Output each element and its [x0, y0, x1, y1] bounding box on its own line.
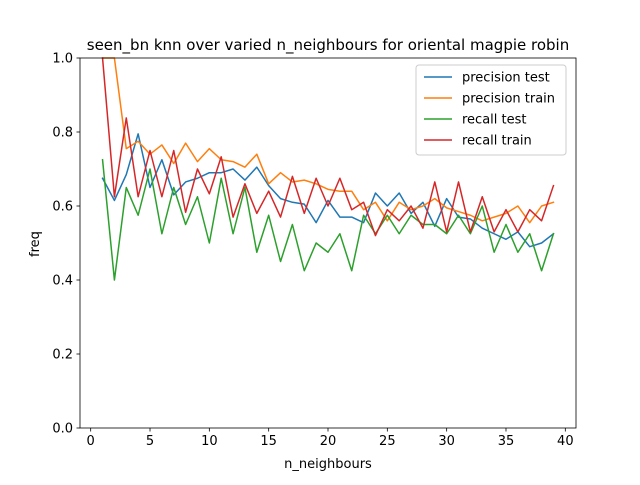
x-tick-label: 10	[201, 434, 218, 449]
legend: precision test precision train recall test…	[415, 64, 567, 156]
x-axis-label: n_neighbours	[284, 457, 372, 472]
y-tick-label: 0.6	[52, 200, 73, 215]
legend-label-precision-test: precision test	[462, 71, 550, 86]
legend-box	[415, 64, 567, 156]
x-tick-label: 25	[379, 434, 396, 449]
legend-label-recall-test: recall test	[462, 113, 527, 128]
x-tick-label: 15	[260, 434, 277, 449]
plot-area: 0 5 10 15 20 25 30 35 40 0.0 0.2 0.4 0.6 0.8 1.0 precis…	[52, 52, 577, 449]
x-tick-label: 20	[320, 434, 337, 449]
series-line-precision-test	[101, 133, 555, 248]
chart-title: seen_bn knn over varied n_neighbours for…	[87, 36, 569, 55]
series-line-recall-test	[101, 158, 555, 281]
y-tick-label: 1.0	[52, 52, 73, 67]
series-line-precision-train	[101, 57, 555, 224]
x-tick-label: 35	[498, 434, 515, 449]
x-tick-label: 30	[438, 434, 455, 449]
x-tick-label: 40	[557, 434, 574, 449]
series-line-recall-train	[101, 57, 555, 237]
legend-label-precision-train: precision train	[462, 92, 555, 107]
y-tick-label: 0.2	[52, 348, 73, 363]
x-tick-label: 5	[146, 434, 154, 449]
y-tick-label: 0.4	[52, 274, 73, 289]
x-tick-label: 0	[87, 434, 95, 449]
legend-label-recall-train: recall train	[462, 134, 532, 149]
y-axis-label: freq	[28, 231, 43, 257]
y-tick-label: 0.8	[52, 126, 73, 141]
y-tick-label: 0.0	[52, 422, 73, 437]
